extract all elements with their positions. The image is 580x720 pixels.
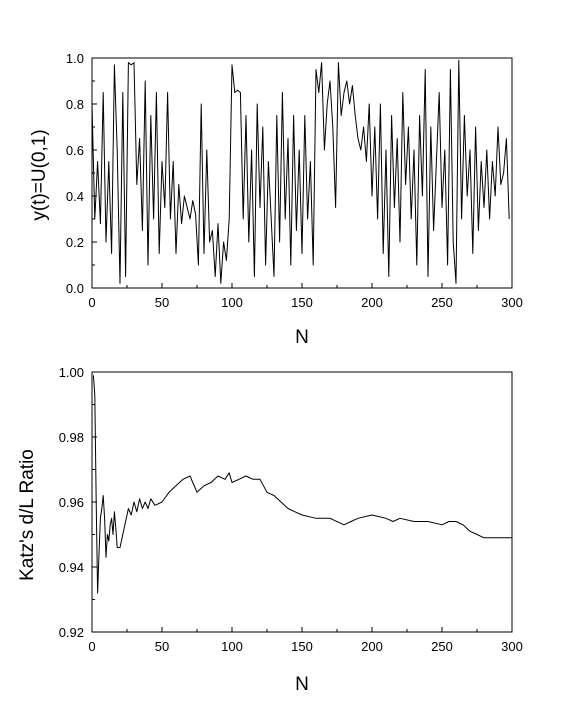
y-tick-label-1: 0.2 (66, 235, 84, 250)
y-axis-title-1: y(t)=U(0,1) (29, 129, 50, 220)
y-tick-label-1: 0.8 (66, 97, 84, 112)
y-tick-label-1: 0.4 (66, 189, 84, 204)
x-tick-label-1: 100 (221, 295, 243, 310)
y-tick-label-2: 0.98 (59, 430, 84, 445)
x-tick-label-2: 0 (88, 639, 95, 654)
y-tick-label-2: 1.00 (59, 365, 84, 380)
y-tick-label-2: 0.92 (59, 625, 84, 640)
x-tick-label-1: 250 (431, 295, 453, 310)
y-tick-label-2: 0.96 (59, 495, 84, 510)
plot-frame-2 (91, 371, 513, 633)
x-tick-label-2: 100 (221, 639, 243, 654)
x-tick-label-1: 150 (291, 295, 313, 310)
x-tick-label-2: 200 (361, 639, 383, 654)
y-tick-label-1: 0.0 (66, 281, 84, 296)
x-tick-label-2: 50 (155, 639, 169, 654)
series-line-2 (92, 375, 512, 594)
x-tick-label-1: 50 (155, 295, 169, 310)
x-tick-label-1: 0 (88, 295, 95, 310)
y-tick-label-1: 1.0 (66, 51, 84, 66)
x-tick-label-1: 300 (501, 295, 523, 310)
y-tick-label-1: 0.6 (66, 143, 84, 158)
y-tick-label-2: 0.94 (59, 560, 84, 575)
x-axis-title-1: N (295, 327, 309, 348)
y-axis-title-2: Katz's d/L Ratio (17, 449, 38, 581)
x-tick-label-2: 150 (291, 639, 313, 654)
x-tick-label-2: 250 (431, 639, 453, 654)
series-line-1 (91, 59, 510, 284)
x-tick-label-1: 200 (361, 295, 383, 310)
x-axis-title-2: N (295, 674, 309, 695)
x-tick-label-2: 300 (501, 639, 523, 654)
